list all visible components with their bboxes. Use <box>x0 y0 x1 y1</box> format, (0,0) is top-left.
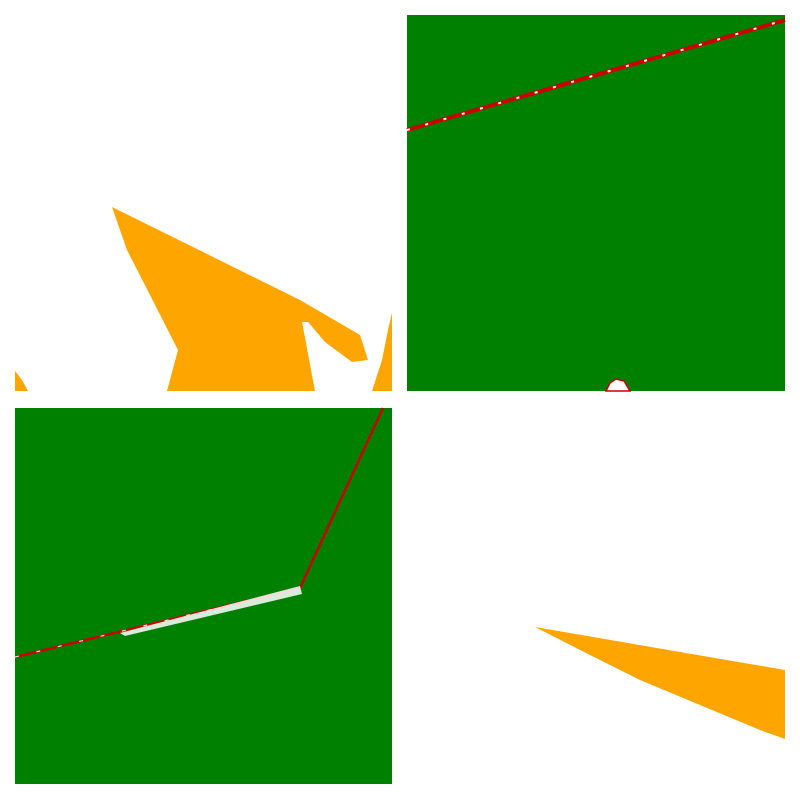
terrain-shape-left-notch <box>15 371 28 391</box>
white-notch <box>604 378 632 392</box>
boundary-line <box>406 18 786 132</box>
tile-bottom-left <box>14 407 392 784</box>
terrain-wedge <box>535 627 785 739</box>
terrain-shape-right-spike <box>372 313 392 391</box>
tile-bottom-right-background <box>407 408 785 784</box>
tile-top-right-background <box>407 15 785 391</box>
tile-top-left <box>15 15 392 391</box>
bent-boundary-markers <box>14 587 301 658</box>
tile-bottom-left-background <box>15 408 392 784</box>
terrain-shape-main <box>112 207 360 391</box>
bent-boundary-highlight <box>120 586 302 636</box>
tile-top-right <box>406 15 786 392</box>
terrain-shape-sliver <box>300 300 368 362</box>
tile-bottom-right <box>407 408 785 784</box>
